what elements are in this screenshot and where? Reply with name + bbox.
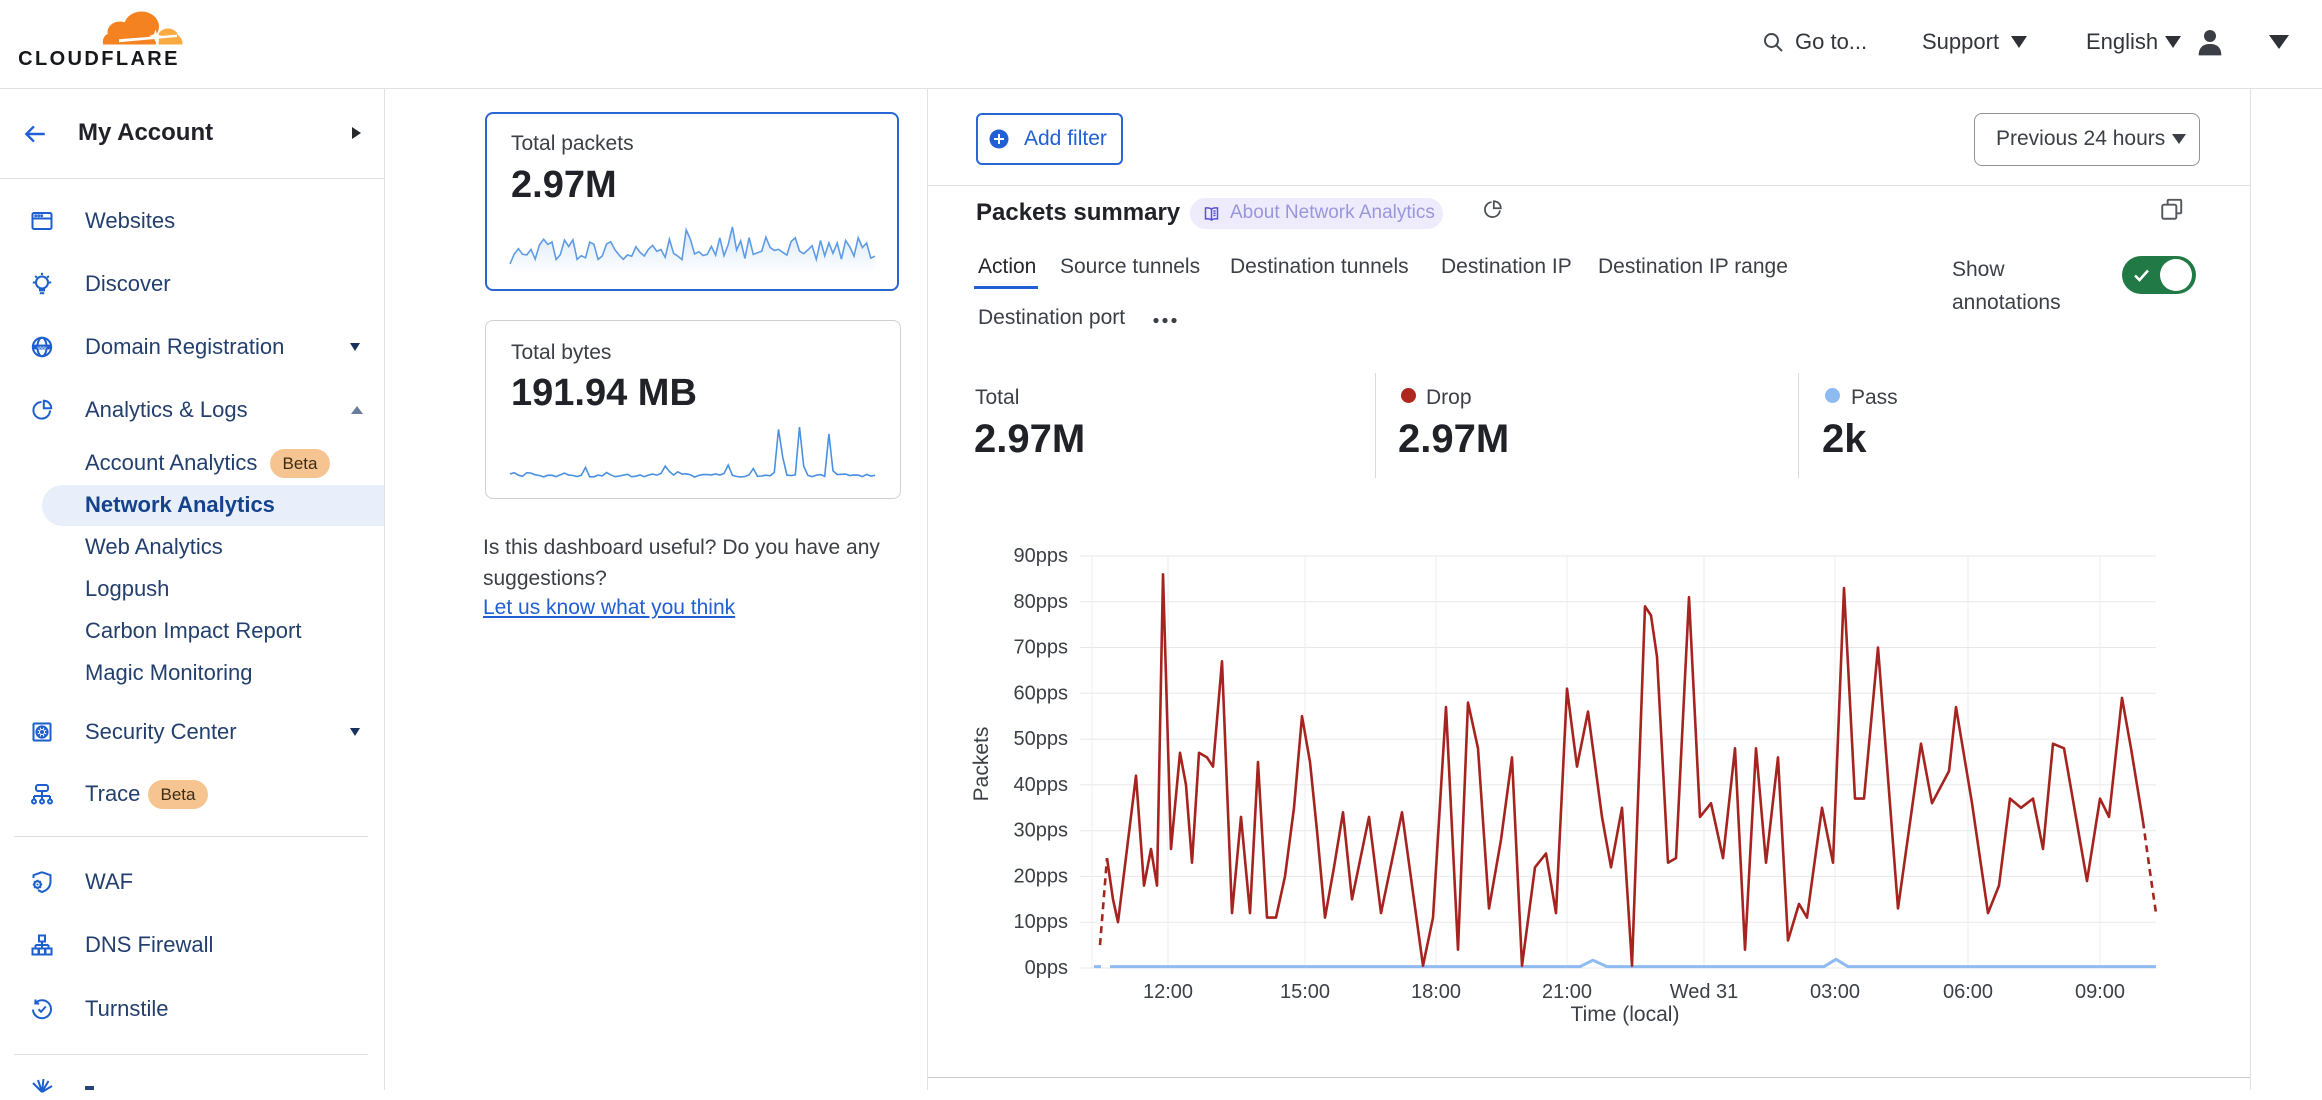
svg-text:18:00: 18:00 bbox=[1411, 981, 1461, 1003]
svg-text:50pps: 50pps bbox=[1014, 728, 1069, 750]
svg-text:09:00: 09:00 bbox=[2075, 981, 2125, 1003]
svg-text:70pps: 70pps bbox=[1014, 637, 1069, 659]
svg-text:15:00: 15:00 bbox=[1280, 981, 1330, 1003]
svg-text:12:00: 12:00 bbox=[1143, 981, 1193, 1003]
svg-text:Wed 31: Wed 31 bbox=[1670, 981, 1739, 1003]
svg-text:www: www bbox=[37, 345, 47, 350]
svg-text:21:00: 21:00 bbox=[1542, 981, 1592, 1003]
svg-text:03:00: 03:00 bbox=[1810, 981, 1860, 1003]
svg-text:06:00: 06:00 bbox=[1943, 981, 1993, 1003]
svg-text:20pps: 20pps bbox=[1014, 865, 1069, 887]
svg-text:90pps: 90pps bbox=[1014, 545, 1069, 567]
svg-text:30pps: 30pps bbox=[1014, 820, 1069, 842]
svg-text:40pps: 40pps bbox=[1014, 774, 1069, 796]
svg-text:Packets: Packets bbox=[970, 727, 993, 802]
svg-text:10pps: 10pps bbox=[1014, 911, 1069, 933]
svg-text:0pps: 0pps bbox=[1025, 957, 1068, 979]
svg-text:80pps: 80pps bbox=[1014, 591, 1069, 613]
svg-text:60pps: 60pps bbox=[1014, 682, 1069, 704]
svg-text:Time (local): Time (local) bbox=[1571, 1003, 1680, 1026]
